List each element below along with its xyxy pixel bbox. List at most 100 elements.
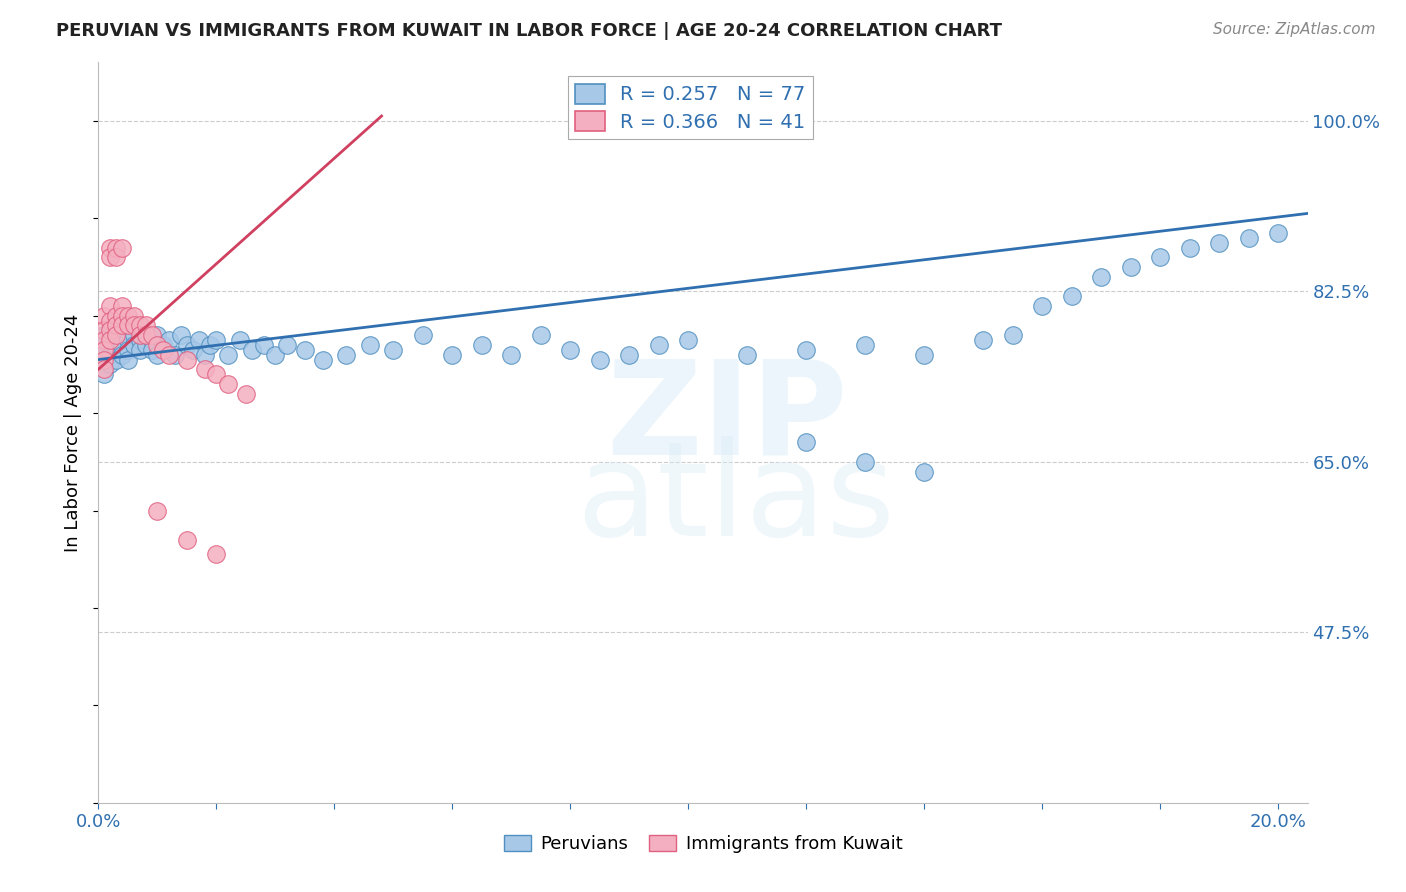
Point bbox=[105, 318, 128, 333]
Point bbox=[111, 318, 134, 333]
Point bbox=[1149, 250, 1171, 264]
Point bbox=[111, 299, 134, 313]
Point bbox=[128, 343, 150, 357]
Point bbox=[187, 333, 209, 347]
Legend: Peruvians, Immigrants from Kuwait: Peruvians, Immigrants from Kuwait bbox=[496, 828, 910, 861]
Point bbox=[105, 333, 128, 347]
Point bbox=[1208, 235, 1230, 250]
Point bbox=[240, 343, 263, 357]
Point bbox=[157, 348, 180, 362]
Point bbox=[93, 328, 115, 343]
Point bbox=[735, 348, 758, 362]
Point bbox=[794, 343, 817, 357]
Point bbox=[122, 309, 145, 323]
Point bbox=[141, 343, 163, 357]
Point bbox=[648, 338, 671, 352]
Point bbox=[117, 343, 139, 357]
Text: PERUVIAN VS IMMIGRANTS FROM KUWAIT IN LABOR FORCE | AGE 20-24 CORRELATION CHART: PERUVIAN VS IMMIGRANTS FROM KUWAIT IN LA… bbox=[56, 22, 1002, 40]
Point bbox=[235, 386, 257, 401]
Point bbox=[912, 348, 935, 362]
Point bbox=[176, 533, 198, 547]
Point bbox=[93, 343, 115, 357]
Point bbox=[128, 328, 150, 343]
Point bbox=[146, 348, 169, 362]
Point bbox=[93, 362, 115, 376]
Point bbox=[93, 309, 115, 323]
Point bbox=[146, 503, 169, 517]
Point bbox=[105, 250, 128, 264]
Point bbox=[200, 338, 222, 352]
Text: Source: ZipAtlas.com: Source: ZipAtlas.com bbox=[1212, 22, 1375, 37]
Point bbox=[98, 240, 121, 255]
Y-axis label: In Labor Force | Age 20-24: In Labor Force | Age 20-24 bbox=[65, 313, 83, 552]
Point bbox=[93, 352, 115, 367]
Point bbox=[1178, 240, 1201, 255]
Point bbox=[98, 338, 121, 352]
Point bbox=[111, 309, 134, 323]
Point bbox=[141, 328, 163, 343]
Point bbox=[1119, 260, 1142, 274]
Point bbox=[382, 343, 405, 357]
Point bbox=[619, 348, 641, 362]
Point bbox=[98, 323, 121, 337]
Point bbox=[117, 309, 139, 323]
Point bbox=[1031, 299, 1053, 313]
Point bbox=[853, 338, 876, 352]
Point bbox=[98, 358, 121, 372]
Text: ZIP: ZIP bbox=[606, 354, 848, 482]
Point bbox=[589, 352, 612, 367]
Point bbox=[111, 348, 134, 362]
Point bbox=[117, 333, 139, 347]
Point bbox=[117, 318, 139, 333]
Point bbox=[471, 338, 494, 352]
Point bbox=[311, 352, 333, 367]
Point bbox=[135, 328, 157, 343]
Point bbox=[128, 333, 150, 347]
Point bbox=[217, 348, 239, 362]
Point bbox=[264, 348, 287, 362]
Point bbox=[359, 338, 381, 352]
Point bbox=[176, 352, 198, 367]
Point bbox=[1060, 289, 1083, 303]
Point bbox=[501, 348, 523, 362]
Point bbox=[93, 348, 115, 362]
Point bbox=[176, 338, 198, 352]
Point bbox=[111, 328, 134, 343]
Point bbox=[117, 352, 139, 367]
Point bbox=[105, 240, 128, 255]
Point bbox=[335, 348, 357, 362]
Point bbox=[205, 367, 228, 381]
Point bbox=[560, 343, 582, 357]
Point bbox=[98, 348, 121, 362]
Point bbox=[146, 328, 169, 343]
Point bbox=[1237, 231, 1260, 245]
Point bbox=[194, 348, 217, 362]
Point bbox=[152, 343, 174, 357]
Point bbox=[912, 465, 935, 479]
Point bbox=[105, 309, 128, 323]
Point bbox=[93, 358, 115, 372]
Point bbox=[93, 323, 115, 337]
Point bbox=[1090, 269, 1112, 284]
Point bbox=[217, 376, 239, 391]
Point bbox=[1001, 328, 1024, 343]
Point bbox=[128, 318, 150, 333]
Point bbox=[412, 328, 434, 343]
Point bbox=[93, 338, 115, 352]
Point bbox=[152, 338, 174, 352]
Point bbox=[135, 338, 157, 352]
Point bbox=[122, 318, 145, 333]
Point bbox=[678, 333, 700, 347]
Point bbox=[1267, 226, 1289, 240]
Point bbox=[105, 343, 128, 357]
Point bbox=[229, 333, 252, 347]
Point bbox=[170, 328, 193, 343]
Point bbox=[276, 338, 298, 352]
Point bbox=[98, 313, 121, 327]
Point bbox=[530, 328, 553, 343]
Point bbox=[157, 333, 180, 347]
Point bbox=[111, 240, 134, 255]
Point bbox=[252, 338, 274, 352]
Point bbox=[135, 318, 157, 333]
Point bbox=[98, 299, 121, 313]
